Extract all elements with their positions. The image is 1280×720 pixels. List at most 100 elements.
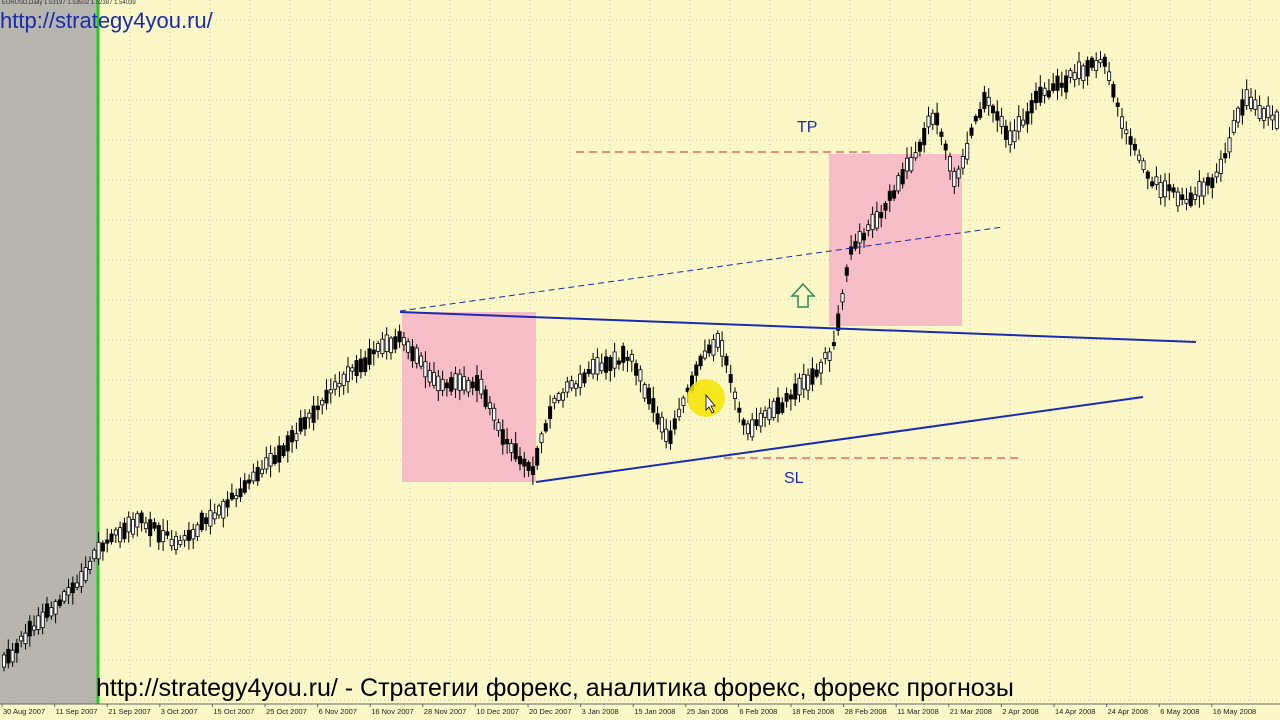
candle-body — [698, 355, 703, 367]
candle-body — [105, 539, 110, 544]
candle-body — [926, 115, 931, 128]
x-tick-label: 6 Feb 2008 — [739, 707, 777, 716]
candle-body — [1016, 116, 1021, 132]
candle-body — [393, 336, 398, 350]
candle-body — [23, 632, 28, 645]
candle-body — [522, 458, 527, 467]
candle-body — [737, 407, 742, 413]
candle-body — [797, 377, 802, 396]
candle-body — [410, 346, 415, 362]
candle-body — [440, 378, 445, 391]
candle-body — [595, 357, 600, 375]
candle-body — [668, 430, 673, 445]
candle-body — [1145, 171, 1150, 179]
candle-body — [423, 361, 428, 378]
candle-body — [1154, 176, 1159, 186]
x-tick-label: 3 Jan 2008 — [582, 707, 619, 716]
candle-body — [221, 500, 226, 519]
candle-body — [827, 351, 832, 361]
support-trendline[interactable] — [535, 396, 1144, 483]
candle-body — [152, 522, 157, 529]
candle-body — [182, 535, 187, 541]
candle-body — [784, 393, 789, 402]
candle-body — [672, 418, 677, 430]
candle-body — [388, 337, 393, 354]
candle-body — [474, 375, 479, 391]
candle-body — [186, 529, 191, 541]
candle-body — [307, 412, 312, 419]
candle-body — [741, 419, 746, 426]
candle-body — [728, 374, 733, 383]
candle-body — [556, 393, 561, 401]
candle-body — [6, 648, 11, 664]
candle-body — [604, 356, 609, 373]
candle-body — [862, 232, 867, 241]
candle-body — [113, 529, 118, 536]
candle-body — [591, 358, 596, 375]
x-tick-label: 16 May 2008 — [1213, 707, 1256, 716]
candle-body — [879, 212, 884, 219]
candle-body — [1068, 69, 1073, 78]
candle-body — [367, 348, 372, 365]
candle-body — [1261, 108, 1266, 121]
candle-body — [750, 419, 755, 438]
candle-body — [1223, 153, 1228, 159]
candle-body — [969, 127, 974, 136]
candle-body — [1051, 83, 1056, 91]
candle-body — [754, 419, 759, 426]
candle-body — [677, 408, 682, 418]
candle-body — [651, 398, 656, 413]
candle-body — [634, 363, 639, 376]
candle-body — [745, 423, 750, 435]
candle-body — [341, 373, 346, 386]
x-tick-label: 28 Feb 2008 — [845, 707, 887, 716]
candle-body — [118, 527, 123, 543]
candle-body — [707, 344, 712, 354]
candle-body — [724, 356, 729, 366]
resistance-trendline[interactable] — [399, 311, 1197, 343]
candle-body — [518, 456, 523, 465]
candle-body — [758, 412, 763, 427]
candle-body — [965, 142, 970, 160]
candle-body — [733, 391, 738, 399]
candle-body — [328, 389, 333, 394]
candle-body — [1257, 105, 1262, 119]
candle-body — [10, 649, 15, 663]
candle-body — [1163, 180, 1168, 198]
candle-body — [836, 313, 841, 331]
candle-body — [1008, 130, 1013, 146]
candle-body — [715, 333, 720, 348]
candle-body — [849, 246, 854, 255]
candle-body — [681, 397, 686, 406]
candle-body — [191, 529, 196, 540]
sl-label: SL — [784, 470, 804, 487]
x-tick-label: 6 Nov 2007 — [319, 707, 357, 716]
candle-body — [79, 571, 84, 587]
candle-body — [401, 337, 406, 346]
candle-body — [199, 512, 204, 531]
candle-body — [1218, 158, 1223, 174]
watermark-url[interactable]: http://strategy4you.ru/ — [0, 8, 213, 33]
candle-body — [255, 467, 260, 482]
candle-body — [806, 374, 811, 391]
candle-body — [449, 377, 454, 392]
candle-body — [599, 362, 604, 372]
candle-body — [1132, 143, 1137, 151]
candle-body — [548, 406, 553, 420]
projected-channel-line[interactable] — [399, 226, 1004, 312]
candle-body — [62, 591, 67, 602]
candle-body — [83, 567, 88, 581]
candle-body — [1029, 100, 1034, 114]
candle-body — [1046, 90, 1051, 98]
candle-body — [1266, 105, 1271, 119]
candle-body — [896, 175, 901, 192]
candle-body — [621, 345, 626, 363]
candle-body — [763, 410, 768, 418]
candle-body — [539, 433, 544, 444]
x-tick-label: 14 Apr 2008 — [1055, 707, 1095, 716]
candle-body — [823, 352, 828, 359]
candle-body — [552, 397, 557, 404]
candle-body — [492, 407, 497, 421]
target-zone-box — [829, 154, 962, 326]
